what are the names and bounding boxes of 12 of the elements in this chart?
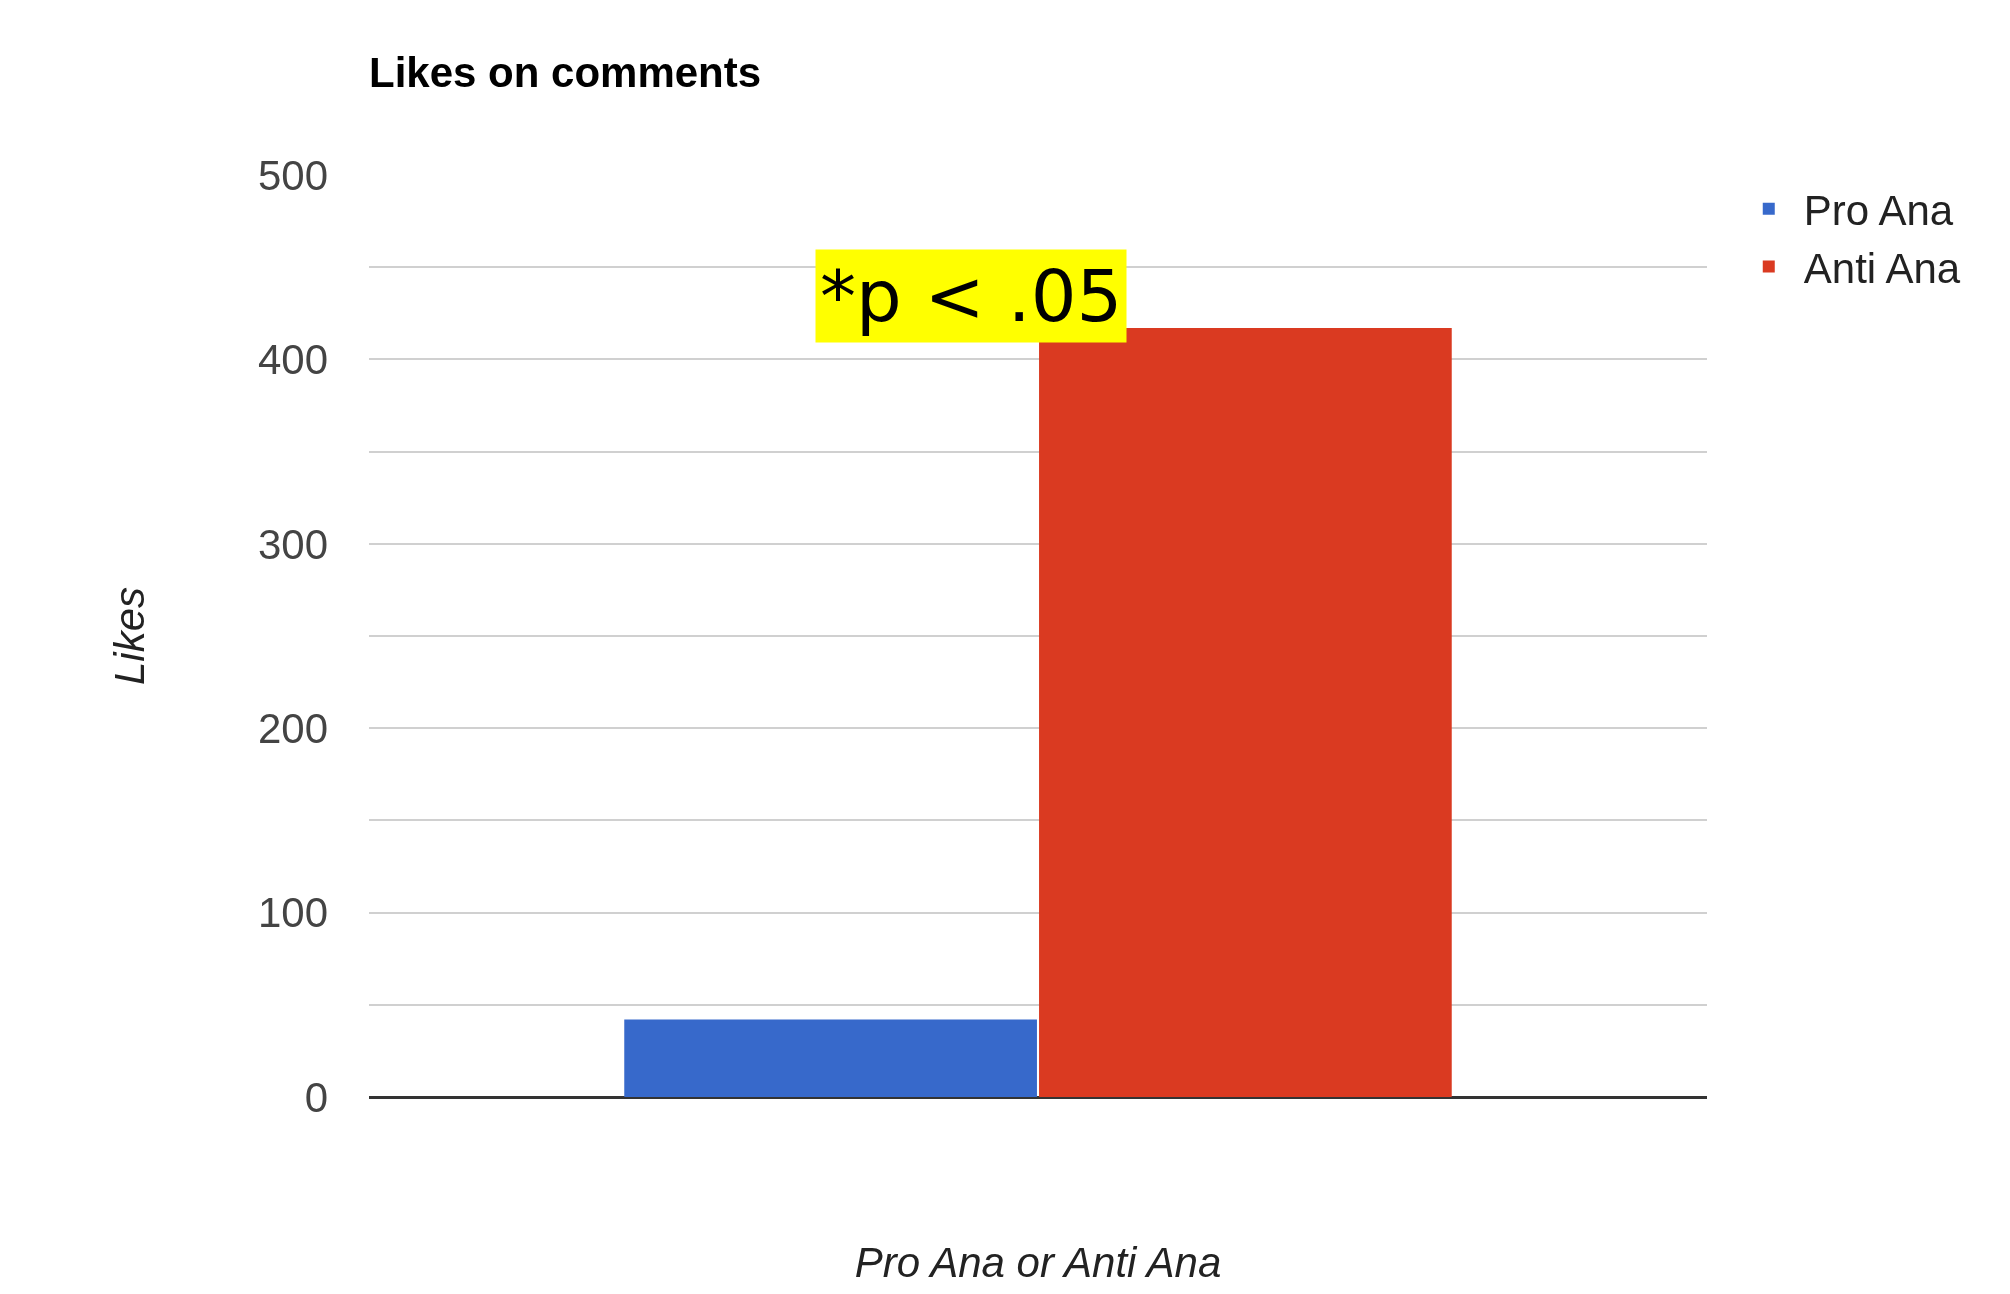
y-tick-label: 300: [257, 520, 328, 568]
annotation: *p < .05: [820, 254, 1123, 338]
y-tick-label: 200: [257, 704, 328, 752]
y-tick-label: 0: [304, 1073, 328, 1121]
y-tick-label: 500: [257, 151, 328, 199]
legend-label: Anti Ana: [1803, 244, 1961, 292]
x-axis-title: Pro Ana or Anti Ana: [854, 1238, 1222, 1286]
y-tick-label: 100: [257, 889, 328, 937]
y-tick-label: 400: [257, 336, 328, 384]
y-axis-title: Likes: [105, 586, 153, 686]
legend-label: Pro Ana: [1803, 187, 1954, 235]
chart-title: Likes on comments: [369, 48, 762, 96]
